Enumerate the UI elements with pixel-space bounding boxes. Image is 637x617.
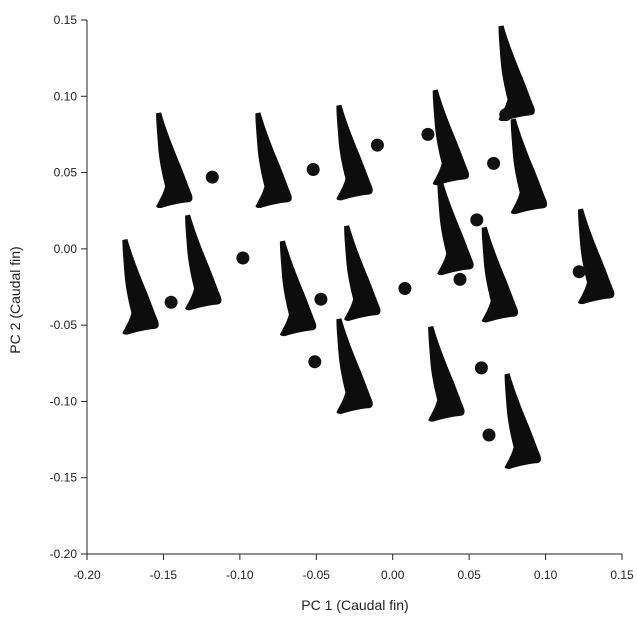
data-point [205,170,219,184]
y-tick-label: 0.00 [54,242,78,256]
data-point [487,156,501,170]
data-point-layer [164,108,586,442]
y-tick-label: 0.15 [54,13,78,27]
y-tick-label: -0.15 [50,471,78,485]
caudal-fin-glyph [481,226,519,323]
caudal-fin-glyph [122,239,159,335]
x-tick-label: -0.20 [73,568,101,582]
caudal-fin-glyph [437,179,474,276]
data-point [572,265,586,279]
data-point [308,355,322,369]
caudal-fin-glyph [578,208,615,305]
data-point [453,272,467,286]
x-tick-label: -0.15 [150,568,178,582]
data-point [164,295,178,309]
data-point [499,108,513,122]
data-point [482,428,496,442]
y-tick-label: 0.10 [54,89,78,103]
caudal-fin-glyph [156,112,193,209]
y-tick-label: -0.05 [50,318,78,332]
caudal-fin-glyph [255,112,292,209]
caudal-fin-glyph [336,104,373,201]
data-point [421,127,435,141]
fin-glyph-layer [122,25,615,469]
x-tick-label: -0.05 [303,568,331,582]
caudal-fin-glyph [428,326,465,422]
data-point [470,213,484,227]
x-axis-title: PC 1 (Caudal fin) [301,597,408,613]
caudal-fin-glyph [185,214,222,311]
y-axis-title: PC 2 (Caudal fin) [7,246,23,353]
caudal-fin-glyph [504,373,541,469]
caudal-fin-glyph [432,89,470,186]
x-tick-label: 0.10 [534,568,558,582]
caudal-fin-glyph [279,240,317,337]
x-tick-label: 0.15 [610,568,634,582]
data-point [306,163,320,176]
y-tick-label: -0.20 [50,547,78,561]
caudal-fin-glyph [344,225,381,321]
data-point [474,361,488,375]
x-tick-label: -0.10 [226,568,254,582]
data-point [370,138,384,152]
caudal-fin-glyph [510,118,548,215]
data-point [314,292,328,306]
caudal-fin-glyph [336,318,373,414]
y-tick-label: 0.05 [54,166,78,180]
data-point [236,251,250,265]
y-tick-label: -0.10 [50,394,78,408]
x-tick-label: 0.00 [381,568,405,582]
data-point [398,282,412,295]
x-tick-label: 0.05 [457,568,481,582]
caudal-fin-glyph [498,25,535,122]
axes: -0.20 -0.15 -0.10 -0.05 0.00 0.05 0.10 0.15 -0.2… [50,13,634,582]
